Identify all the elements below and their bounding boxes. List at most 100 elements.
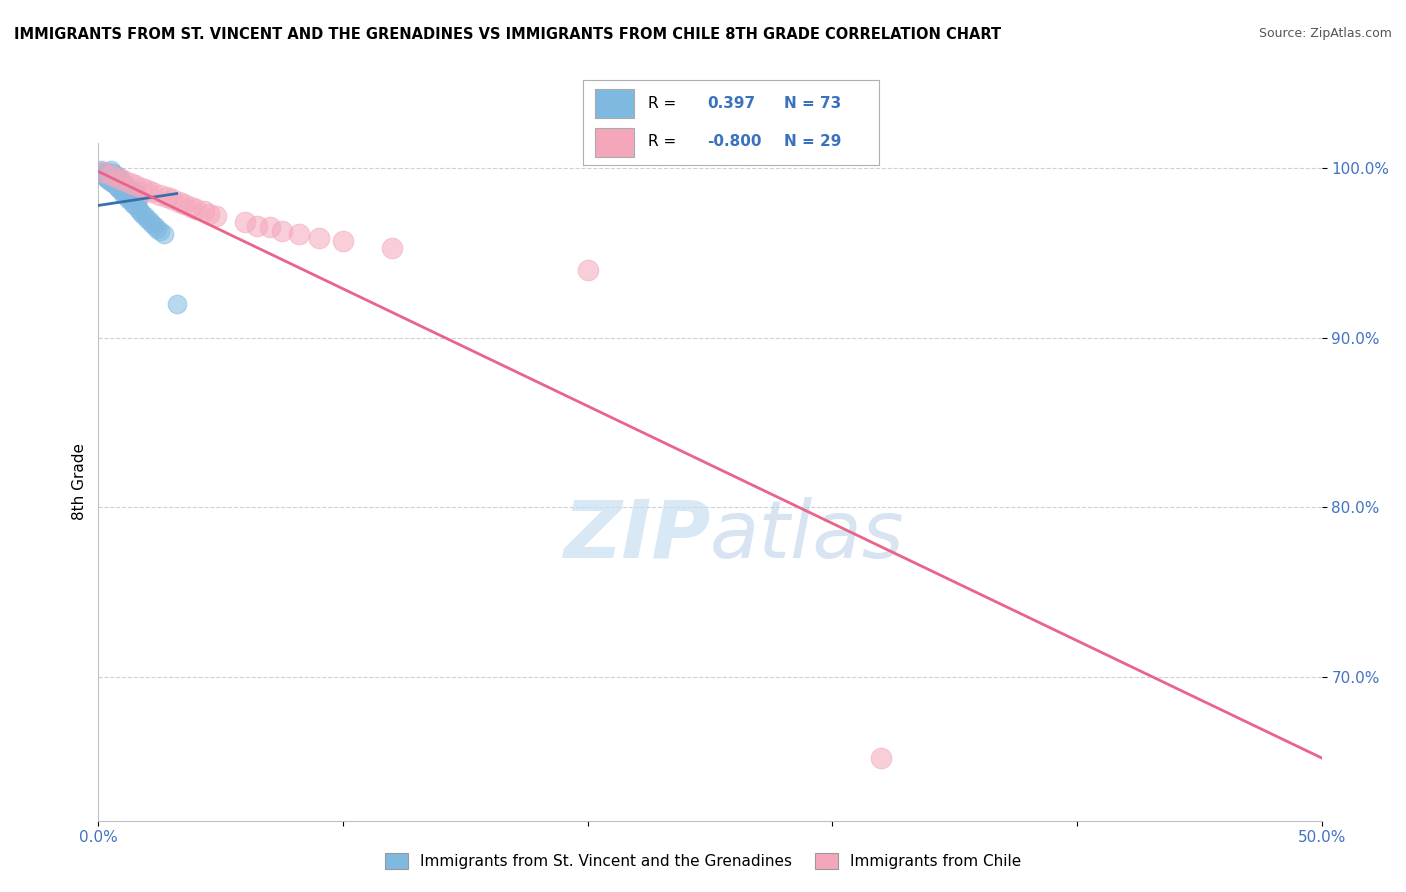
Point: [104, 171, 127, 186]
Point: [117, 179, 139, 194]
Point: [149, 188, 172, 202]
Point: [121, 190, 143, 204]
Point: [114, 178, 136, 193]
Point: [104, 178, 127, 193]
Point: [143, 219, 166, 233]
FancyBboxPatch shape: [595, 128, 634, 157]
Point: [129, 203, 152, 218]
Point: [117, 186, 139, 201]
Point: [91, 166, 114, 180]
Point: [94, 166, 117, 180]
Point: [167, 194, 190, 209]
Point: [101, 177, 124, 191]
Point: [111, 173, 134, 187]
Point: [101, 166, 124, 180]
Point: [101, 177, 124, 191]
Point: [124, 185, 146, 199]
Point: [97, 173, 120, 187]
Text: Source: ZipAtlas.com: Source: ZipAtlas.com: [1258, 27, 1392, 40]
Text: -0.800: -0.800: [707, 134, 762, 149]
Point: [124, 178, 146, 193]
Point: [114, 188, 136, 202]
Point: [233, 215, 256, 229]
Point: [332, 234, 354, 248]
Point: [110, 183, 132, 197]
Point: [166, 296, 188, 311]
Point: [124, 188, 146, 202]
Point: [97, 169, 120, 184]
Point: [173, 196, 195, 211]
Text: R =: R =: [648, 95, 676, 111]
Point: [153, 227, 176, 242]
Point: [127, 194, 149, 208]
Point: [139, 213, 162, 227]
Point: [141, 185, 163, 199]
Text: R =: R =: [648, 134, 676, 149]
Point: [134, 209, 156, 223]
Point: [107, 171, 129, 186]
Point: [193, 203, 215, 218]
Point: [270, 224, 294, 238]
Point: [91, 164, 114, 178]
Point: [308, 230, 330, 244]
Point: [114, 181, 136, 195]
Point: [110, 171, 132, 186]
Point: [104, 175, 127, 189]
Point: [100, 168, 122, 182]
Text: 0.397: 0.397: [707, 95, 755, 111]
Point: [111, 177, 134, 191]
Point: [94, 171, 117, 186]
Point: [111, 186, 134, 201]
Point: [120, 177, 142, 191]
Point: [146, 222, 169, 236]
Point: [120, 185, 142, 199]
Point: [186, 202, 208, 216]
Point: [205, 209, 228, 223]
Point: [259, 220, 281, 235]
Point: [381, 241, 404, 255]
Point: [100, 171, 122, 186]
Point: [94, 169, 117, 184]
Point: [131, 181, 153, 195]
Point: [107, 181, 129, 195]
Y-axis label: 8th Grade: 8th Grade: [72, 443, 87, 520]
Point: [110, 175, 132, 189]
Point: [107, 173, 129, 187]
Point: [117, 183, 139, 197]
Point: [576, 263, 599, 277]
Point: [149, 224, 172, 238]
Point: [120, 188, 142, 202]
Point: [124, 192, 146, 206]
Point: [136, 183, 159, 197]
Point: [107, 177, 129, 191]
Point: [97, 164, 120, 178]
Point: [100, 168, 122, 182]
Point: [160, 192, 183, 206]
Point: [110, 178, 132, 193]
Point: [97, 171, 120, 186]
Point: [246, 219, 269, 233]
Point: [101, 173, 124, 187]
Point: [136, 212, 159, 227]
Point: [90, 162, 112, 177]
Point: [100, 173, 122, 187]
Legend: Immigrants from St. Vincent and the Grenadines, Immigrants from Chile: Immigrants from St. Vincent and the Gren…: [378, 847, 1028, 875]
Point: [121, 196, 143, 211]
Point: [120, 194, 142, 208]
Point: [127, 190, 149, 204]
Point: [141, 217, 163, 231]
Point: [117, 192, 139, 206]
Point: [131, 207, 153, 221]
Text: IMMIGRANTS FROM ST. VINCENT AND THE GRENADINES VS IMMIGRANTS FROM CHILE 8TH GRAD: IMMIGRANTS FROM ST. VINCENT AND THE GREN…: [14, 27, 1001, 42]
Text: atlas: atlas: [710, 497, 905, 575]
Point: [111, 179, 134, 194]
Point: [100, 162, 122, 177]
Point: [111, 183, 134, 197]
Point: [288, 227, 311, 242]
Point: [197, 207, 219, 221]
Text: ZIP: ZIP: [562, 497, 710, 575]
Point: [101, 169, 124, 184]
Text: N = 29: N = 29: [785, 134, 842, 149]
Point: [114, 185, 136, 199]
Text: N = 73: N = 73: [785, 95, 842, 111]
